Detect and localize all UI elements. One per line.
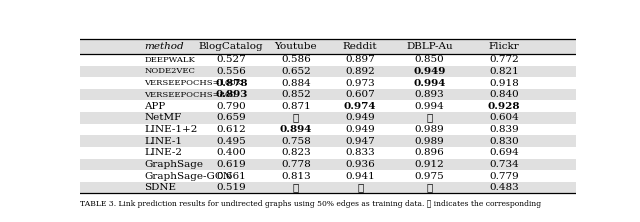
Text: 0.823: 0.823 (281, 148, 310, 157)
Text: 0.779: 0.779 (489, 172, 519, 180)
Text: 0.947: 0.947 (346, 137, 375, 146)
Bar (80, 159, 576, 170)
Bar (80, 135, 576, 147)
Bar (80, 39, 576, 54)
Text: 0.918: 0.918 (489, 79, 519, 87)
Bar (80, 89, 576, 101)
Bar (80, 147, 576, 159)
Bar (80, 54, 576, 66)
Text: 0.652: 0.652 (281, 67, 310, 76)
Text: 0.821: 0.821 (489, 67, 519, 76)
Text: 0.893: 0.893 (415, 90, 445, 99)
Text: 0.912: 0.912 (415, 160, 445, 169)
Text: 0.607: 0.607 (346, 90, 375, 99)
Text: NetMF: NetMF (145, 113, 182, 122)
Bar (80, 182, 576, 194)
Text: 0.840: 0.840 (489, 90, 519, 99)
Text: 0.871: 0.871 (281, 102, 310, 111)
Text: 0.790: 0.790 (216, 102, 246, 111)
Text: VERSEEPOCHS=800: VERSEEPOCHS=800 (145, 91, 236, 99)
Text: 0.604: 0.604 (489, 113, 519, 122)
Text: LINE-1: LINE-1 (145, 137, 182, 146)
Text: Flickr: Flickr (489, 42, 520, 51)
Text: 0.483: 0.483 (489, 183, 519, 192)
Text: 0.833: 0.833 (346, 148, 375, 157)
Text: method: method (145, 42, 184, 51)
Text: 0.619: 0.619 (216, 160, 246, 169)
Text: 0.974: 0.974 (344, 102, 376, 111)
Text: 0.989: 0.989 (415, 137, 445, 146)
Text: 0.878: 0.878 (215, 79, 248, 87)
Text: 0.839: 0.839 (489, 125, 519, 134)
Text: 0.949: 0.949 (413, 67, 446, 76)
Text: 0.495: 0.495 (216, 137, 246, 146)
Text: 0.612: 0.612 (216, 125, 246, 134)
Text: ✗: ✗ (292, 113, 299, 122)
Text: 0.527: 0.527 (216, 55, 246, 64)
Text: 0.694: 0.694 (489, 148, 519, 157)
Text: 0.994: 0.994 (413, 79, 446, 87)
Text: GraphSage: GraphSage (145, 160, 204, 169)
Text: 0.892: 0.892 (346, 67, 375, 76)
Text: 0.941: 0.941 (346, 172, 375, 180)
Text: 0.778: 0.778 (281, 160, 310, 169)
Text: 0.661: 0.661 (216, 172, 246, 180)
Text: 0.772: 0.772 (489, 55, 519, 64)
Text: 0.949: 0.949 (346, 113, 375, 122)
Text: 0.894: 0.894 (280, 125, 312, 134)
Text: 0.758: 0.758 (281, 137, 310, 146)
Text: SDNE: SDNE (145, 183, 177, 192)
Text: 0.928: 0.928 (488, 102, 520, 111)
Text: ✗: ✗ (292, 183, 299, 192)
Text: ✗: ✗ (426, 113, 433, 122)
Text: 0.994: 0.994 (415, 102, 445, 111)
Text: 0.973: 0.973 (346, 79, 375, 87)
Text: NODE2VEC: NODE2VEC (145, 67, 195, 75)
Text: TABLE 3. Link prediction results for undirected graphs using 50% edges as traini: TABLE 3. Link prediction results for und… (80, 200, 541, 208)
Bar (80, 101, 576, 112)
Text: DBLP-Au: DBLP-Au (406, 42, 453, 51)
Text: GraphSage-GCN: GraphSage-GCN (145, 172, 232, 180)
Text: 0.556: 0.556 (216, 67, 246, 76)
Text: 0.949: 0.949 (346, 125, 375, 134)
Text: 0.734: 0.734 (489, 160, 519, 169)
Text: ✗: ✗ (426, 183, 433, 192)
Text: 0.659: 0.659 (216, 113, 246, 122)
Text: 0.400: 0.400 (216, 148, 246, 157)
Text: Reddit: Reddit (343, 42, 378, 51)
Text: 0.813: 0.813 (281, 172, 310, 180)
Text: 0.896: 0.896 (415, 148, 445, 157)
Bar (80, 112, 576, 124)
Text: DEEPWALK: DEEPWALK (145, 56, 195, 64)
Text: 0.884: 0.884 (281, 79, 310, 87)
Bar (80, 170, 576, 182)
Text: 0.975: 0.975 (415, 172, 445, 180)
Text: 0.852: 0.852 (281, 90, 310, 99)
Bar (80, 124, 576, 135)
Text: APP: APP (145, 102, 166, 111)
Text: LINE-1+2: LINE-1+2 (145, 125, 198, 134)
Text: 0.586: 0.586 (281, 55, 310, 64)
Text: 0.519: 0.519 (216, 183, 246, 192)
Text: 0.989: 0.989 (415, 125, 445, 134)
Text: ✗: ✗ (357, 183, 364, 192)
Text: LINE-2: LINE-2 (145, 148, 182, 157)
Text: 0.850: 0.850 (415, 55, 445, 64)
Bar (80, 66, 576, 77)
Text: 0.830: 0.830 (489, 137, 519, 146)
Text: Youtube: Youtube (275, 42, 317, 51)
Text: 0.893: 0.893 (215, 90, 248, 99)
Text: VERSEEPOCHS=100K: VERSEEPOCHS=100K (145, 79, 243, 87)
Text: 0.936: 0.936 (346, 160, 375, 169)
Text: 0.897: 0.897 (346, 55, 375, 64)
Bar (80, 77, 576, 89)
Text: BlogCatalog: BlogCatalog (199, 42, 264, 51)
